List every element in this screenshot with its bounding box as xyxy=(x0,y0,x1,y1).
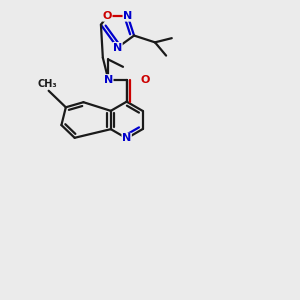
Text: CH₃: CH₃ xyxy=(37,79,57,89)
Text: N: N xyxy=(123,11,132,21)
Text: N: N xyxy=(113,43,122,52)
Text: O: O xyxy=(140,75,150,85)
Text: N: N xyxy=(104,75,113,85)
Text: N: N xyxy=(122,133,131,143)
Text: O: O xyxy=(103,11,112,21)
